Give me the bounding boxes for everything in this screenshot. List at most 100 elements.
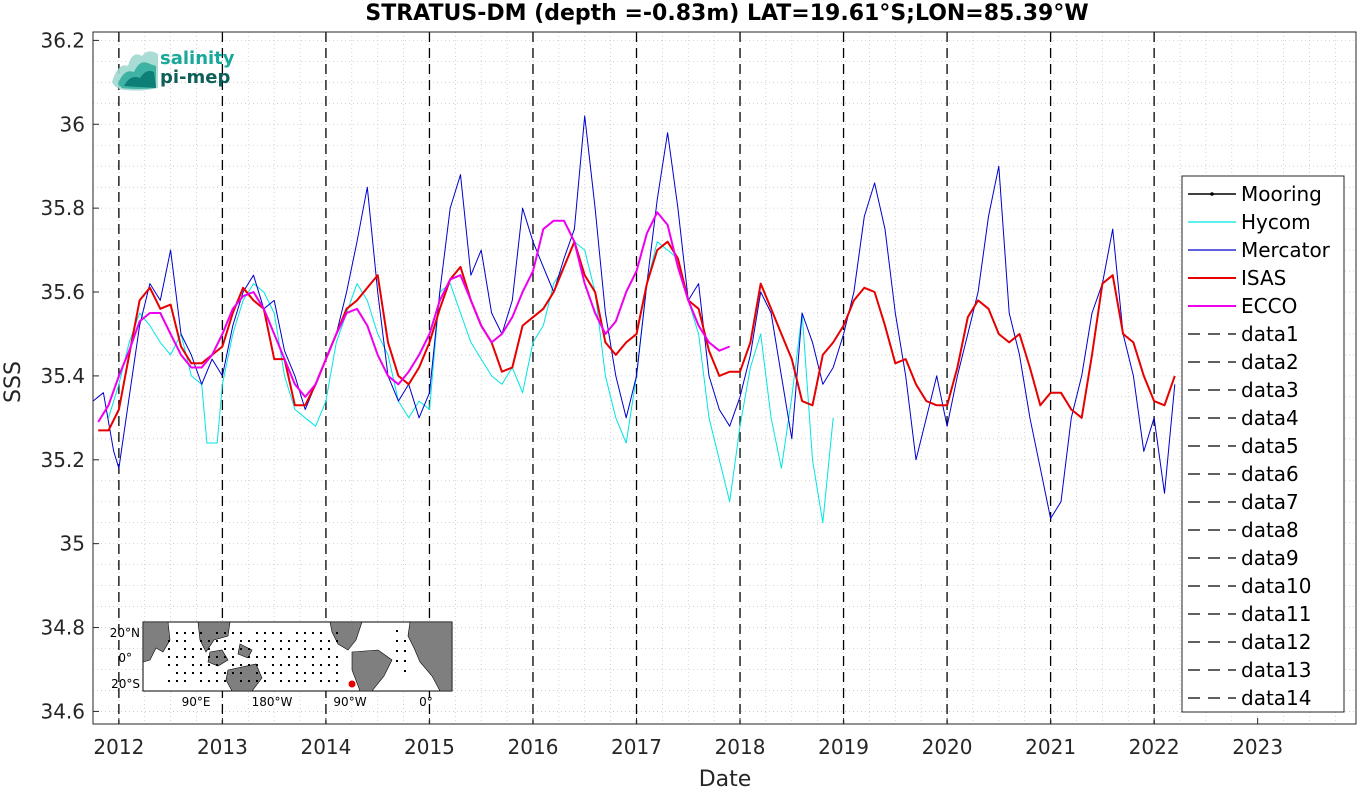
legend-label: data5 <box>1241 434 1299 458</box>
inset-map-dot <box>200 680 202 682</box>
legend-label: data7 <box>1241 490 1299 514</box>
inset-map-dot <box>240 672 242 674</box>
inset-map-dot <box>304 648 306 650</box>
inset-map-dot <box>224 648 226 650</box>
x-tick-label: 2016 <box>508 735 559 759</box>
map-lon-label-90e: 90°E <box>182 695 211 709</box>
grid <box>92 32 1356 724</box>
legend-item-ecco: ECCO <box>1188 294 1297 318</box>
inset-map-dot <box>208 664 210 666</box>
legend-label: data8 <box>1241 518 1299 542</box>
inset-map-dot <box>224 680 226 682</box>
inset-map-dot <box>264 656 266 658</box>
legend-label: Mercator <box>1241 238 1331 262</box>
inset-map-dot <box>312 672 314 674</box>
inset-map-dot <box>248 648 250 650</box>
legend-item-data3: data3 <box>1188 378 1299 402</box>
legend-label: ECCO <box>1241 294 1297 318</box>
legend-item-data11: data11 <box>1188 602 1312 626</box>
inset-map-dot <box>208 640 210 642</box>
legend-label: data11 <box>1241 602 1312 626</box>
inset-map-dot <box>336 632 338 634</box>
inset-map-dot <box>328 656 330 658</box>
inset-map-landmass <box>351 649 393 692</box>
inset-map-dot <box>184 672 186 674</box>
x-tick-label: 2019 <box>818 735 869 759</box>
inset-map-dot <box>248 664 250 666</box>
inset-map-dot <box>224 632 226 634</box>
inset-map-dot <box>288 656 290 658</box>
inset-map-mooring-marker <box>348 680 356 688</box>
inset-map-dot <box>404 650 406 652</box>
legend-item-isas: ISAS <box>1188 266 1286 290</box>
legend-label: data4 <box>1241 406 1299 430</box>
logo-text-pi-mep: pi-mep <box>160 67 230 88</box>
inset-map-dot <box>264 648 266 650</box>
inset-map-dot <box>280 632 282 634</box>
x-tick-label: 2017 <box>611 735 662 759</box>
x-tick-label: 2012 <box>93 735 144 759</box>
series-line-isas <box>98 240 1176 432</box>
inset-map-dot <box>224 656 226 658</box>
y-tick-label: 35.6 <box>40 280 85 304</box>
legend-item-mooring: Mooring <box>1188 182 1322 206</box>
inset-map-dot <box>312 632 314 634</box>
inset-map-dot <box>216 632 218 634</box>
inset-map-landmass <box>142 621 171 663</box>
inset-map-dot <box>336 656 338 658</box>
legend-item-data14: data14 <box>1188 686 1312 710</box>
inset-map-dot <box>280 640 282 642</box>
inset-map-dot <box>304 672 306 674</box>
y-tick-label: 34.6 <box>40 699 85 723</box>
inset-map-dot <box>232 664 234 666</box>
legend-item-data5: data5 <box>1188 434 1299 458</box>
legend-item-data10: data10 <box>1188 574 1312 598</box>
inset-map-dot <box>320 672 322 674</box>
inset-map-dot <box>288 648 290 650</box>
inset-map-dot <box>396 650 398 652</box>
inset-map-dot <box>272 648 274 650</box>
inset-map-dot <box>256 680 258 682</box>
inset-map-dot <box>216 680 218 682</box>
legend-label: data2 <box>1241 350 1299 374</box>
inset-map-dot <box>168 640 170 642</box>
inset-map-dot <box>296 632 298 634</box>
series-lines <box>92 115 1176 524</box>
inset-map-dot <box>280 664 282 666</box>
inset-map-dot <box>312 648 314 650</box>
inset-map-dot <box>404 640 406 642</box>
x-tick-label: 2021 <box>1025 735 1076 759</box>
inset-map-dot <box>296 680 298 682</box>
inset-map-dot <box>256 664 258 666</box>
legend-label: ISAS <box>1241 266 1286 290</box>
y-tick-label: 35.4 <box>40 364 85 388</box>
legend-item-data2: data2 <box>1188 350 1299 374</box>
inset-map-dot <box>404 660 406 662</box>
inset-map-dot <box>304 680 306 682</box>
inset-map-dot <box>176 672 178 674</box>
inset-map-dot <box>264 632 266 634</box>
y-tick-label: 35.2 <box>40 448 85 472</box>
inset-map-dot <box>192 664 194 666</box>
inset-map-dot <box>184 648 186 650</box>
inset-map-dot <box>192 656 194 658</box>
inset-map-dot <box>304 632 306 634</box>
map-lon-label-90w: 90°W <box>333 695 366 709</box>
inset-map-dot <box>184 656 186 658</box>
inset-map-dot <box>296 656 298 658</box>
inset-map-dot <box>328 648 330 650</box>
inset-map-dot <box>232 632 234 634</box>
inset-map-dot <box>168 680 170 682</box>
x-tick-label: 2023 <box>1232 735 1283 759</box>
legend-item-data13: data13 <box>1188 658 1312 682</box>
inset-map-dot <box>280 672 282 674</box>
legend-item-data4: data4 <box>1188 406 1299 430</box>
vertical-year-lines <box>118 32 1155 724</box>
legend-item-data8: data8 <box>1188 518 1299 542</box>
inset-map-dot <box>404 670 406 672</box>
inset-map-dot <box>336 640 338 642</box>
legend-label: data13 <box>1241 658 1312 682</box>
inset-map-dot <box>184 632 186 634</box>
map-lat-label-20s: 20°S <box>111 677 140 691</box>
x-tick-label: 2015 <box>404 735 455 759</box>
